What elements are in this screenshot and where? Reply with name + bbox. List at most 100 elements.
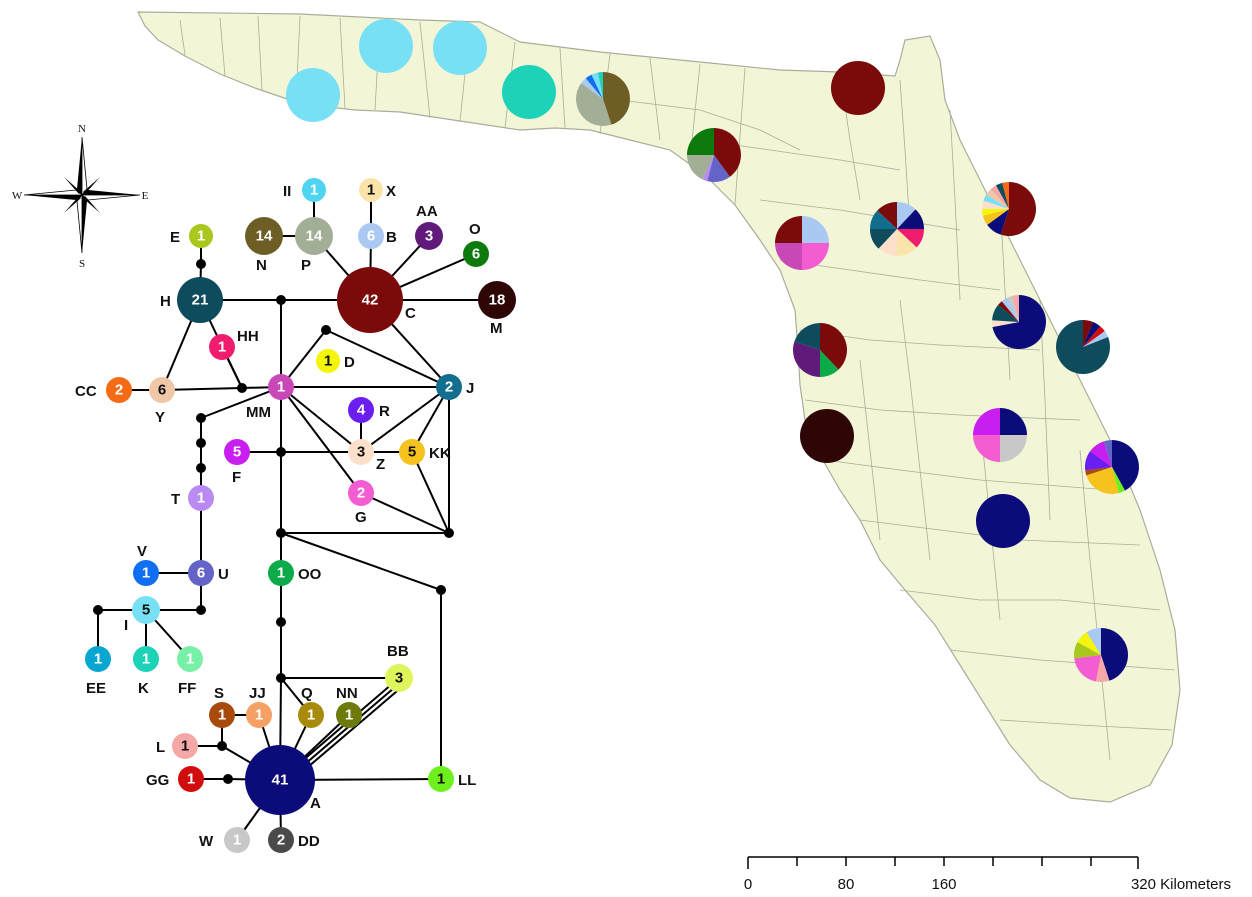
haplotype-count-M: 18 [489, 292, 506, 309]
haplotype-node-NN: 1NN [336, 685, 362, 728]
haplotype-node-O: 6O [463, 221, 489, 267]
haplotype-count-CC: 2 [115, 382, 123, 399]
site-pie-13 [1056, 320, 1110, 374]
pie-slice-C [831, 61, 885, 115]
haplotype-node-B: 6B [358, 223, 397, 249]
haplotype-node-FF: 1 FF [177, 646, 203, 697]
haplotype-label-II: II [283, 183, 291, 200]
median-vectors [93, 259, 454, 784]
haplotype-label-T: T [171, 491, 180, 508]
haplotype-count-FF: 1 [186, 651, 194, 668]
haplotype-node-X: 1X [359, 178, 396, 202]
haplotype-count-K: 1 [142, 651, 150, 668]
haplotype-label-FF: FF [178, 680, 196, 697]
compass-e-point-light [82, 195, 140, 200]
haplotype-label-C: C [405, 305, 416, 322]
site-pie-16 [1085, 440, 1139, 494]
haplotype-count-Y: 6 [158, 382, 166, 399]
haplotype-count-JJ: 1 [255, 707, 263, 724]
haplotype-label-Z: Z [376, 456, 385, 473]
compass-s-point [82, 195, 87, 253]
haplotype-node-LL: 1 LL [428, 766, 476, 792]
site-pie-1 [286, 68, 340, 122]
median-vector-dot [217, 741, 227, 751]
site-pie-7 [687, 128, 741, 182]
median-vector-dot [276, 528, 286, 538]
scale-bar-ticks [748, 857, 1138, 869]
site-pie-9 [870, 202, 924, 256]
haplotype-label-B: B [386, 229, 397, 246]
haplotype-label-J: J [466, 380, 474, 397]
haplotype-count-W: 1 [233, 832, 241, 849]
median-vector-dot [196, 413, 206, 423]
haplotype-label-GG: GG [146, 772, 169, 789]
pie-slice-K [502, 65, 556, 119]
network-edge-MM-Z [281, 387, 361, 452]
site-pie-4 [502, 65, 556, 119]
haplotype-node-Z: 3Z [348, 439, 385, 473]
haplotype-count-AA: 3 [425, 228, 433, 245]
haplotype-label-S: S [214, 685, 224, 702]
median-vector-dot [196, 463, 206, 473]
median-vector-dot [436, 585, 446, 595]
haplotype-label-K: K [138, 680, 149, 697]
site-pie-8 [775, 216, 829, 270]
median-vector-dot [196, 259, 206, 269]
network-edge-G-d10 [361, 493, 449, 533]
haplotype-count-G: 2 [357, 485, 365, 502]
median-vector-dot [223, 774, 233, 784]
haplotype-label-U: U [218, 566, 229, 583]
haplotype-label-I: I [124, 617, 128, 634]
haplotype-count-R: 4 [357, 402, 366, 419]
haplotype-node-AA: 3 AA [415, 203, 443, 250]
haplotype-count-H: 21 [192, 292, 209, 309]
haplotype-count-B: 6 [367, 228, 375, 245]
haplotype-node-JJ: 1 JJ [246, 685, 272, 728]
site-pie-15 [973, 408, 1027, 462]
haplotype-count-J: 2 [445, 379, 453, 396]
haplotype-label-EE: EE [86, 680, 106, 697]
haplotype-count-HH: 1 [218, 339, 226, 356]
haplotype-label-AA: AA [416, 203, 438, 220]
haplotype-node-II: 1 II [283, 178, 326, 202]
median-vector-dot [276, 295, 286, 305]
median-vector-dot [276, 617, 286, 627]
haplotype-label-N: N [256, 257, 267, 274]
compass-s-label: S [79, 258, 85, 270]
site-pie-5 [576, 72, 630, 126]
haplotype-count-U: 6 [197, 565, 205, 582]
median-vector-dot [237, 383, 247, 393]
haplotype-label-KK: KK [429, 445, 451, 462]
haplotype-node-CC: 2CC [75, 377, 132, 403]
haplotype-label-F: F [232, 469, 241, 486]
haplotype-count-F: 5 [233, 444, 241, 461]
haplotype-label-R: R [379, 403, 390, 420]
haplotype-label-DD: DD [298, 833, 320, 850]
haplotype-count-X: 1 [367, 182, 375, 199]
haplotype-count-II: 1 [310, 182, 318, 199]
haplotype-count-T: 1 [197, 490, 205, 507]
haplotype-count-Q: 1 [307, 707, 315, 724]
haplotype-node-BB: 3BB [385, 643, 413, 692]
haplotype-count-Z: 3 [357, 444, 365, 461]
haplotype-count-P: 14 [306, 228, 323, 245]
compass-rose: N S E W [12, 123, 149, 270]
scale-label-0: 0 [744, 876, 752, 893]
haplotype-count-L: 1 [181, 738, 189, 755]
haplotype-node-L: 1L [156, 733, 198, 759]
haplotype-node-H: 21H [160, 277, 223, 323]
haplotype-count-O: 6 [472, 246, 480, 263]
site-pie-14 [800, 409, 854, 463]
median-vector-dot [276, 447, 286, 457]
haplotype-label-P: P [301, 257, 311, 274]
haplotype-node-S: 1S [209, 685, 235, 728]
compass-w-point [24, 195, 82, 200]
haplotype-node-K: 1K [133, 646, 159, 697]
median-vector-dot [276, 673, 286, 683]
haplotype-label-A: A [310, 795, 321, 812]
haplotype-count-LL: 1 [437, 771, 445, 788]
haplotype-node-Q: 1Q [298, 685, 324, 728]
